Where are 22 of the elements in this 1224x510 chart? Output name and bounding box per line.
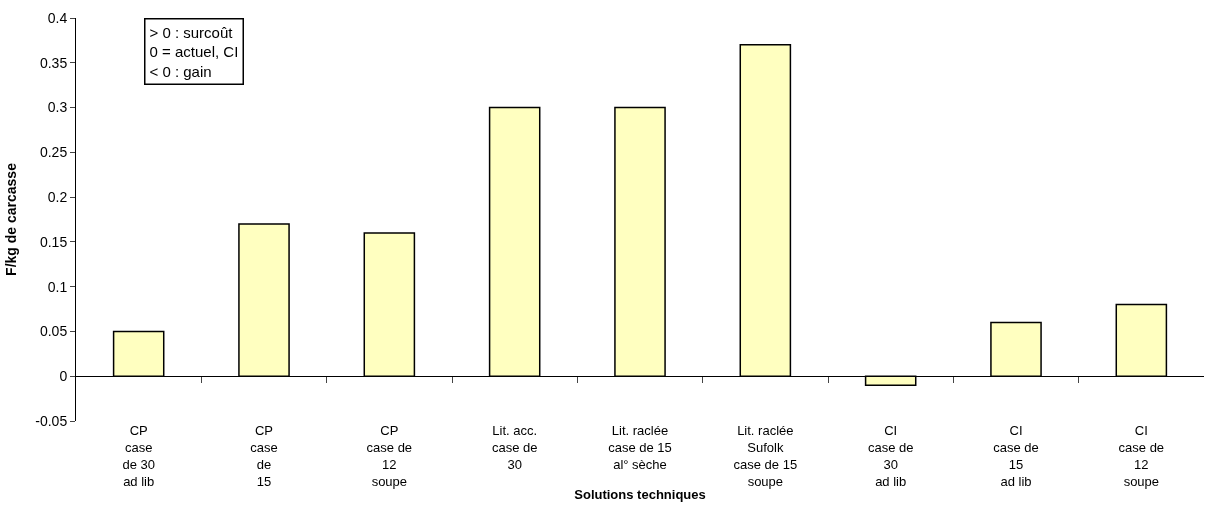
- x-tick-label: CP case de 15: [250, 423, 278, 489]
- annotation: > 0 : surcoût 0 = actuel, CI < 0 : gain: [149, 23, 239, 80]
- y-tick-label: 0: [59, 368, 68, 385]
- x-tick-label: CI case de 30 ad lib: [867, 423, 914, 489]
- y-axis-title: F/kg de carcasse: [2, 162, 19, 276]
- x-tick-label: Lit. raclée case de 15 al° sèche: [608, 423, 672, 472]
- y-tick-label: 0.2: [47, 189, 68, 206]
- y-tick-label: 0.1: [47, 278, 68, 295]
- x-tick-label: CP case de 12 soupe: [366, 423, 413, 489]
- y-tick-label: 0.3: [47, 99, 68, 116]
- y-tick-label: 0.05: [39, 323, 68, 340]
- x-axis-title: Solutions techniques: [574, 487, 706, 503]
- x-tick-label: CI case de 12 soupe: [1118, 423, 1165, 489]
- x-tick-label: CI case de 15 ad lib: [993, 423, 1039, 489]
- x-tick-label: CP case de 30 ad lib: [122, 423, 155, 489]
- y-tick-label: 0.15: [39, 233, 68, 250]
- y-tick-label: 0.25: [39, 144, 68, 161]
- x-tick-label: Lit. acc. case de 30: [491, 423, 538, 472]
- x-tick-label: Lit. raclée Sufolk case de 15 soupe: [733, 423, 798, 489]
- y-tick-label: -0.05: [35, 412, 68, 429]
- y-tick-label: 0.35: [39, 54, 68, 71]
- y-tick-label: 0.4: [47, 9, 68, 26]
